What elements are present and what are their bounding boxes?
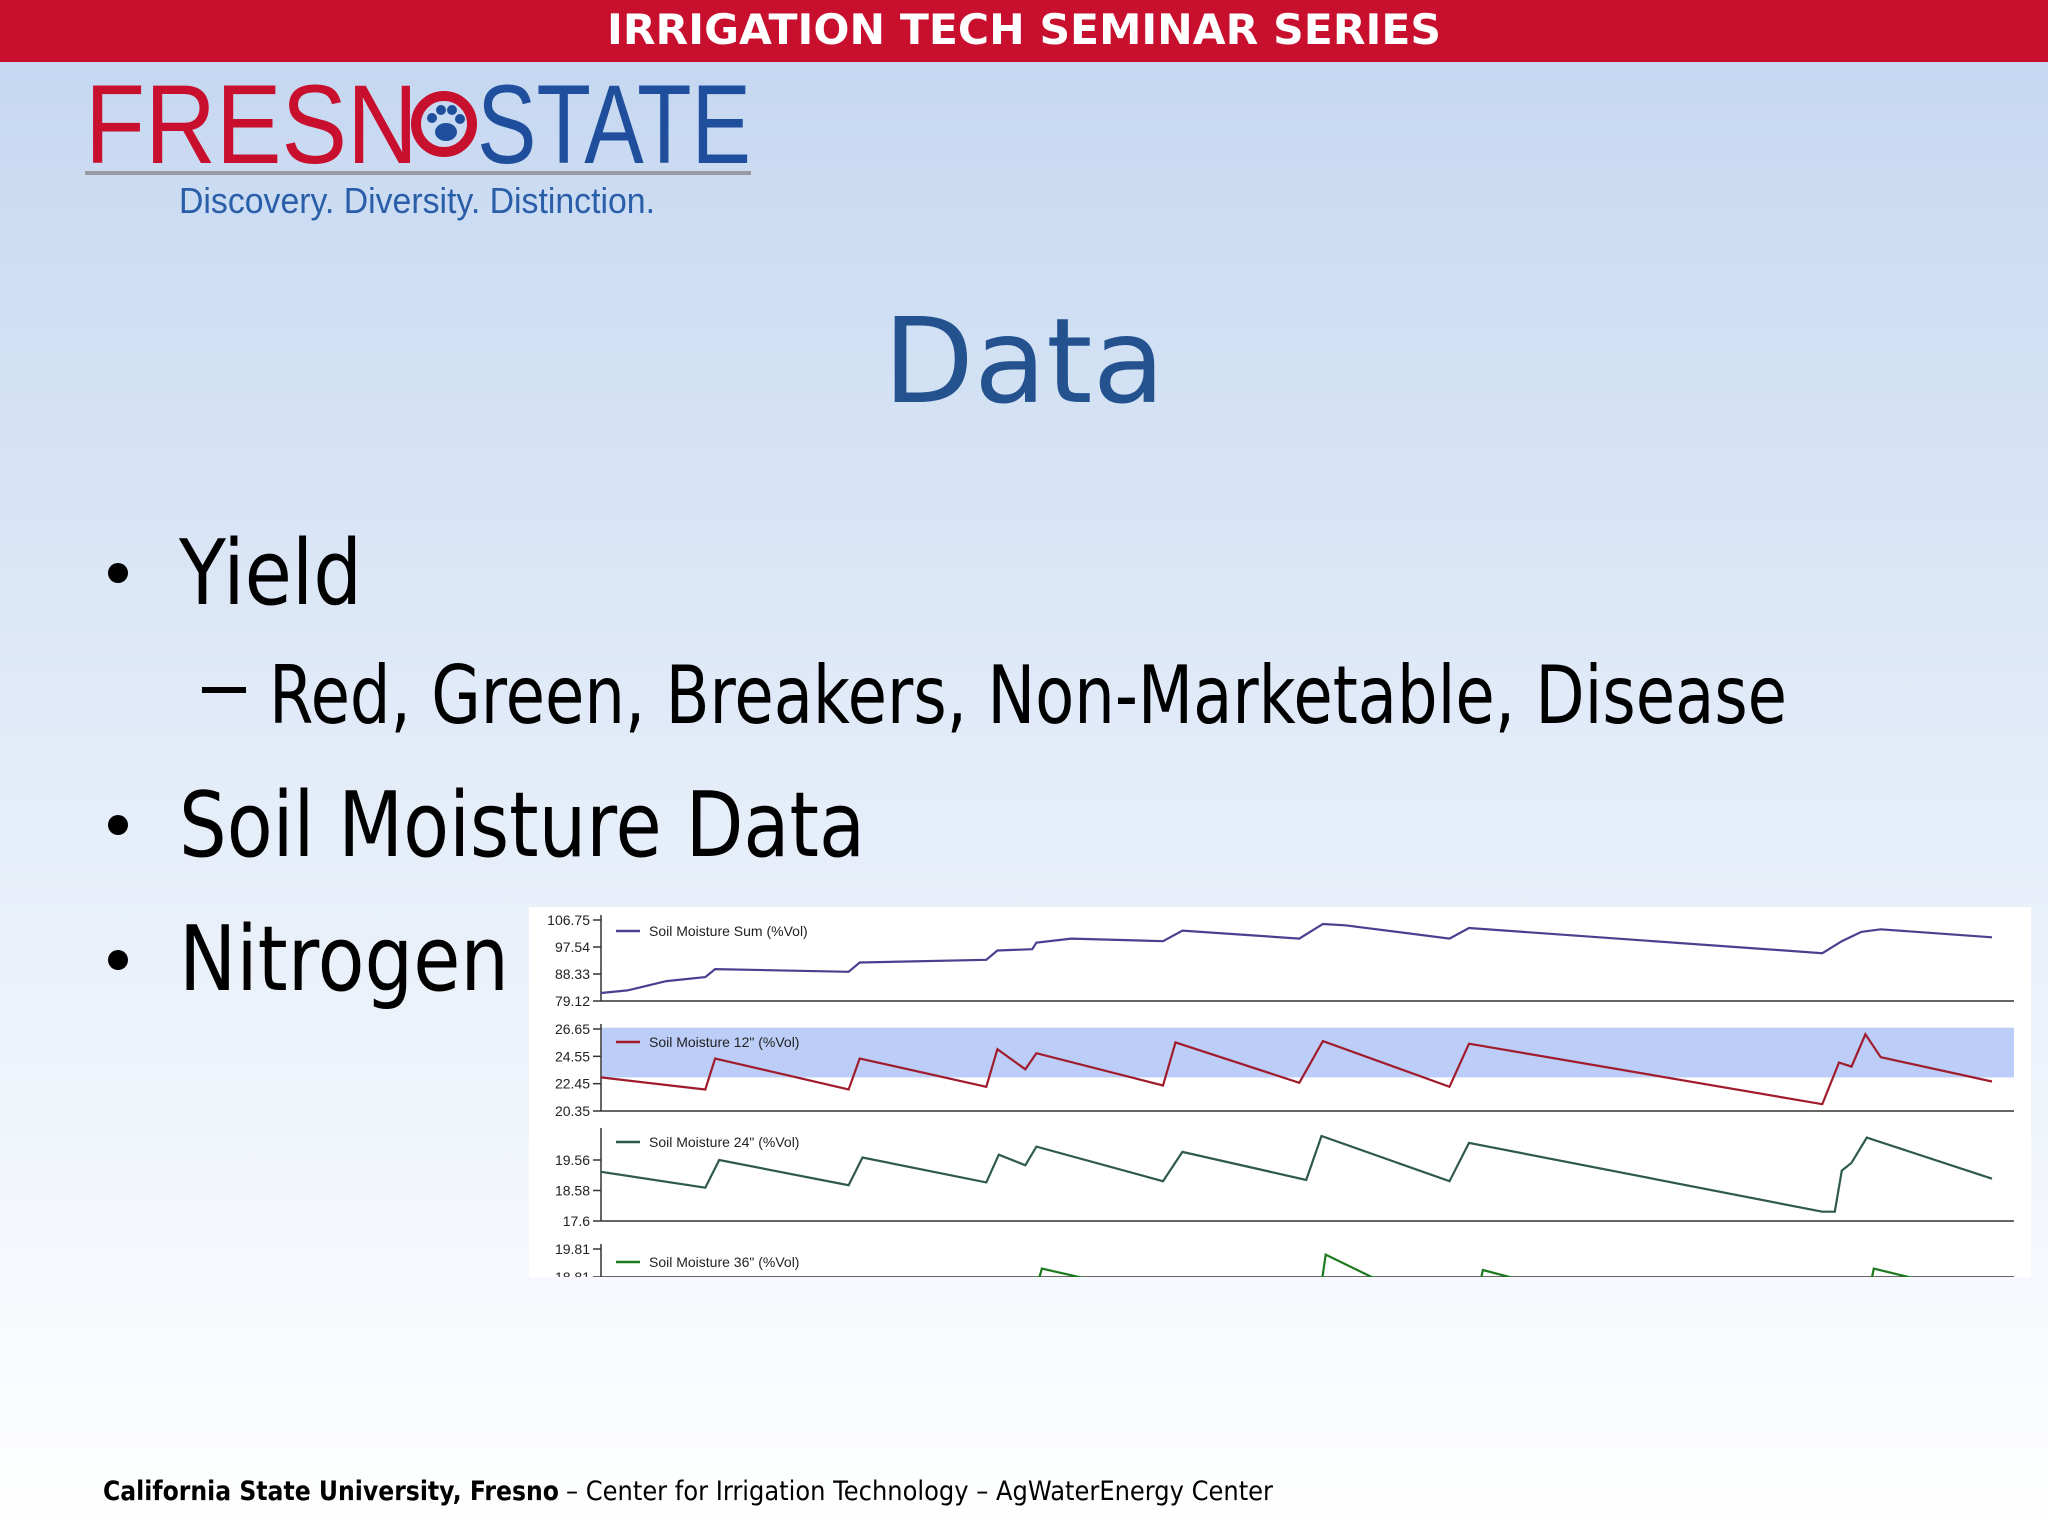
footer-bold: California State University, Fresno: [103, 1476, 559, 1507]
series-line: [600, 922, 1993, 995]
sub-bullet: Red, Green, Breakers, Non-Marketable, Di…: [269, 649, 1787, 742]
y-tick-label: 26.65: [555, 1021, 590, 1037]
y-tick-label: 24.55: [555, 1048, 590, 1064]
bullet-dot: [108, 563, 128, 583]
series-line: [1038, 1252, 1913, 1277]
y-tick-label: 20.35: [555, 1103, 590, 1119]
header-bar: [0, 0, 2048, 62]
legend-label: Soil Moisture Sum (%Vol): [649, 923, 808, 939]
bullet-dot: [108, 950, 128, 970]
logo-left: FRESN: [85, 62, 418, 187]
y-tick-label: 19.81: [555, 1241, 590, 1257]
logo-o: [411, 91, 477, 157]
chart: 106.75 97.54 88.33 79.12 Soil Moisture Sum (…: [547, 912, 2014, 1285]
slide-title: Data: [883, 292, 1165, 430]
y-tick-label: 97.54: [555, 939, 590, 955]
chart-background: [529, 907, 2031, 1277]
bullet-dot: [108, 815, 128, 835]
y-tick-label: 18.58: [555, 1183, 590, 1199]
y-tick-label: 106.75: [547, 912, 590, 928]
logo-tagline: Discovery. Diversity. Distinction.: [179, 180, 655, 221]
bullet: Nitrogen: [179, 907, 509, 1012]
bullet: Yield: [178, 521, 362, 626]
legend-label: Soil Moisture 24" (%Vol): [649, 1134, 799, 1150]
y-tick-label: 22.45: [555, 1076, 590, 1092]
header-title: IRRIGATION TECH SEMINAR SERIES: [607, 5, 1441, 54]
logo: FRESN STATE Discovery. Diversity. Distin…: [85, 62, 751, 221]
target-band: [602, 1027, 2014, 1078]
bullet: Soil Moisture Data: [179, 773, 865, 878]
y-tick-label: 88.33: [555, 966, 590, 982]
legend-label: Soil Moisture 36" (%Vol): [649, 1254, 799, 1270]
legend-label: Soil Moisture 12" (%Vol): [649, 1034, 799, 1050]
y-tick-label: 17.6: [563, 1213, 590, 1229]
series-line: [600, 1134, 1993, 1213]
footer-text: – Center for Irrigation Technology – AgW…: [566, 1476, 1274, 1507]
y-tick-label: 19.56: [555, 1152, 590, 1168]
logo-paw: [427, 105, 465, 141]
series-line: [600, 1032, 1993, 1106]
y-tick-label: 79.12: [555, 993, 590, 1009]
y-tick-label: 18.81: [555, 1269, 590, 1285]
logo-right: STATE: [477, 62, 751, 187]
